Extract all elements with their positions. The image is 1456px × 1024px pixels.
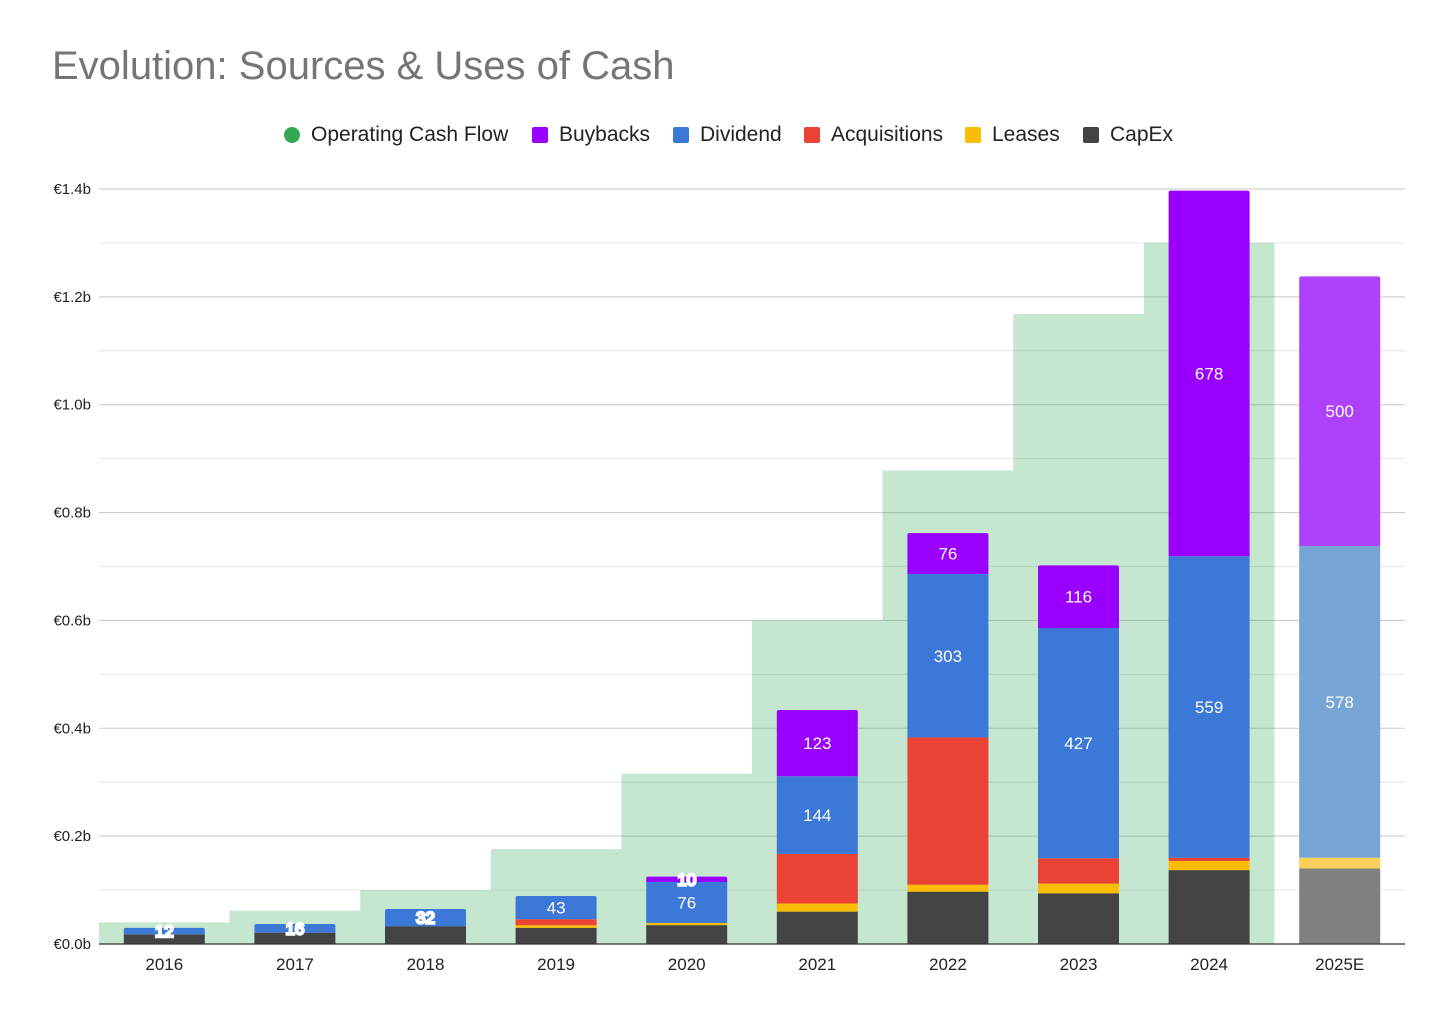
x-tick-label-2021: 2021 [798, 955, 836, 974]
data-label-dividend-2018: 32 [416, 909, 435, 928]
y-tick-label: €0.8b [53, 505, 91, 522]
bar-capex-2020 [646, 925, 728, 944]
bar-acquisitions-2024 [1168, 857, 1250, 861]
bar-leases-2024 [1168, 860, 1250, 871]
bar-leases-2022 [907, 884, 989, 892]
data-label-buybacks-2022: 76 [938, 545, 957, 564]
y-tick-label: €0.4b [53, 720, 91, 737]
legend-swatch-capex [1083, 127, 1099, 143]
legend-swatch-leases [965, 127, 981, 143]
x-tick-label-2018: 2018 [407, 955, 445, 974]
legend-item-leases: Leases [965, 120, 1060, 150]
legend-item-dividend: Dividend [673, 120, 782, 150]
x-tick-label-2022: 2022 [929, 955, 967, 974]
bar-capex-2021 [776, 911, 858, 944]
data-label-buybacks-2023: 116 [1065, 588, 1092, 607]
x-tick-label-2025e: 2025E [1315, 955, 1364, 974]
bar-capex-2022 [907, 891, 989, 944]
x-tick-label-2020: 2020 [668, 955, 706, 974]
data-label-dividend-2024: 559 [1195, 698, 1223, 717]
data-labels: 12 16 32 43 76 10 144 123 303 76 427 116 559 678 578 50… [154, 364, 1354, 942]
bar-acquisitions-2021 [776, 853, 858, 904]
data-label-dividend-2022: 303 [934, 647, 962, 666]
y-tick-label: €1.4b [53, 181, 91, 198]
legend-label-leases: Leases [992, 123, 1060, 146]
x-tick-label-2017: 2017 [276, 955, 314, 974]
data-label-buybacks-2021: 123 [803, 734, 831, 753]
bar-leases-2019 [515, 925, 597, 928]
bar-dividend-2024 [1168, 556, 1250, 858]
chart-title: Evolution: Sources & Uses of Cash [52, 44, 675, 88]
bar-capex-2023 [1038, 893, 1119, 944]
bar-leases-2021 [776, 903, 858, 912]
data-label-dividend-2020: 76 [677, 893, 696, 912]
x-tick-label-2016: 2016 [145, 955, 183, 974]
legend-item-buybacks: Buybacks [532, 120, 650, 150]
y-tick-label: €0.6b [53, 612, 91, 629]
legend-swatch-buybacks [532, 127, 548, 143]
data-label-buybacks-2024: 678 [1195, 364, 1223, 383]
y-tick-label: €1.2b [53, 289, 91, 306]
bar-capex-2025e [1299, 868, 1381, 944]
legend-label-capex: CapEx [1110, 123, 1174, 146]
bar-capex-2024 [1168, 870, 1250, 944]
bar-acquisitions-2022 [907, 737, 989, 885]
bar-dividend-2020 [646, 881, 728, 923]
bar-dividend-2022 [907, 574, 989, 738]
data-label-buybacks-2025e: 500 [1326, 402, 1354, 421]
bar-dividend-2025e [1299, 546, 1381, 858]
y-tick-label: €0.0b [53, 936, 91, 953]
data-label-dividend-2016: 12 [155, 922, 174, 941]
axes: €0.0b €0.2b €0.4b €0.6b €0.8b €1.0b €1.2b €1.4b… [53, 181, 1405, 974]
bar-leases-2020 [646, 922, 728, 926]
bar-buybacks-2020 [646, 876, 728, 882]
x-tick-label-2024: 2024 [1190, 955, 1228, 974]
y-tick-label: €1.0b [53, 397, 91, 414]
bar-dividend-2023 [1038, 627, 1119, 859]
bar-buybacks-2025e [1299, 276, 1381, 547]
y-tick-label: €0.2b [53, 828, 91, 845]
data-label-dividend-2017: 16 [285, 919, 304, 938]
x-tick-label-2023: 2023 [1060, 955, 1098, 974]
data-label-dividend-2021: 144 [803, 806, 831, 825]
legend-item-operating-cash-flow: Operating Cash Flow [284, 120, 508, 150]
bar-dividend-2021 [776, 776, 858, 854]
bar-capex-2016 [123, 934, 205, 944]
bar-acquisitions-2019 [515, 919, 597, 926]
legend-swatch-operating-cash-flow [284, 127, 300, 143]
legend-swatch-dividend [673, 127, 689, 143]
bar-leases-2023 [1038, 883, 1119, 894]
data-label-dividend-2023: 427 [1064, 734, 1092, 753]
bar-dividend-2016 [123, 927, 205, 935]
bar-buybacks-2023 [1038, 565, 1119, 628]
bar-capex-2018 [385, 926, 466, 944]
legend-label-dividend: Dividend [700, 123, 782, 146]
bar-capex-2017 [254, 932, 336, 944]
legend-item-capex: CapEx [1083, 120, 1173, 150]
data-label-dividend-2019: 43 [547, 899, 566, 918]
bar-stacks [123, 190, 1381, 944]
legend-label-operating-cash-flow: Operating Cash Flow [311, 123, 509, 146]
x-tick-label-2019: 2019 [537, 955, 575, 974]
chart-legend: Operating Cash Flow Buybacks Dividend Ac… [0, 120, 1456, 150]
data-label-buybacks-2020: 10 [677, 870, 696, 889]
bar-buybacks-2021 [776, 709, 858, 777]
bar-capex-2019 [515, 927, 597, 944]
legend-label-buybacks: Buybacks [559, 123, 651, 146]
legend-swatch-acquisitions [804, 127, 820, 143]
legend-label-acquisitions: Acquisitions [831, 123, 944, 146]
bar-dividend-2017 [254, 924, 336, 933]
bar-buybacks-2024 [1168, 190, 1250, 557]
legend-item-acquisitions: Acquisitions [804, 120, 943, 150]
bar-dividend-2019 [515, 896, 597, 920]
bar-dividend-2018 [385, 908, 466, 927]
bar-acquisitions-2023 [1038, 858, 1119, 884]
bar-leases-2025e [1299, 857, 1381, 869]
bar-buybacks-2022 [907, 533, 989, 575]
data-label-dividend-2025e: 578 [1326, 693, 1354, 712]
